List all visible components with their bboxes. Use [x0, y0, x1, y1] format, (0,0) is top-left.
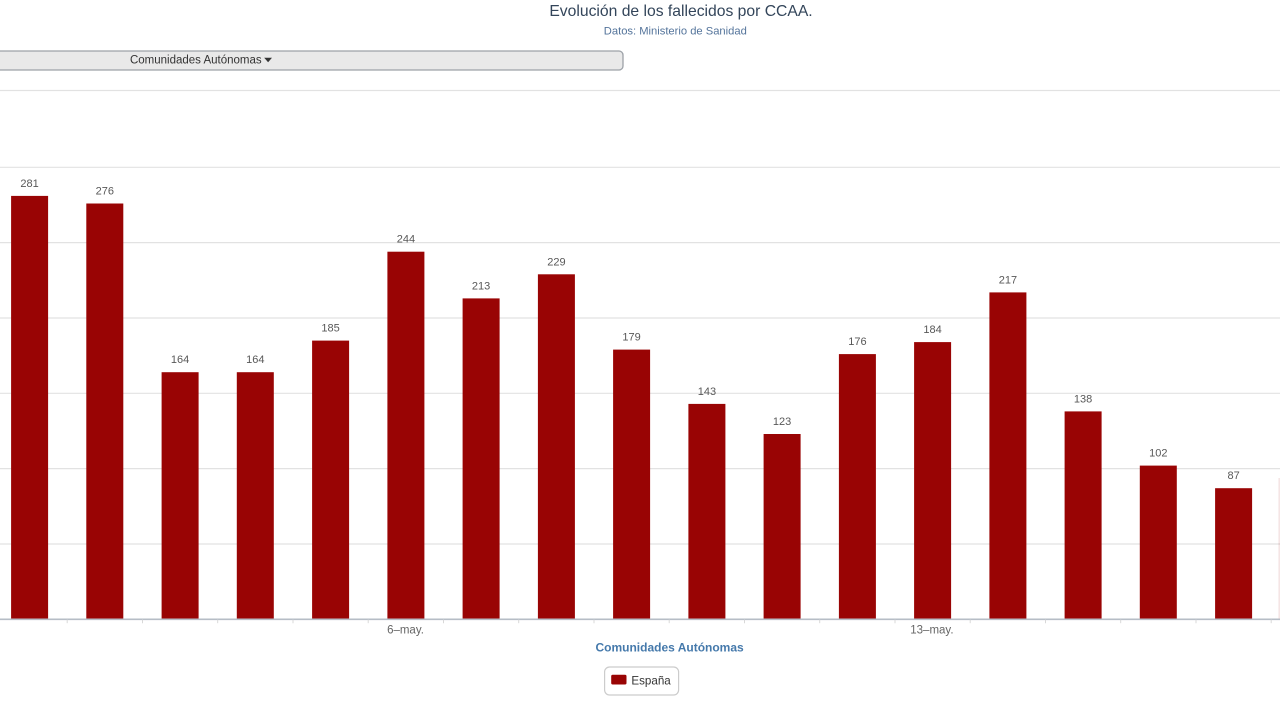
svg-text:Datos: Ministerio de Sanidad: Datos: Ministerio de Sanidad	[604, 26, 747, 38]
svg-text:87: 87	[1227, 470, 1239, 482]
svg-text:España: España	[631, 674, 671, 687]
svg-text:Evolución de los fallecidos po: Evolución de los fallecidos por CCAA.	[549, 3, 812, 20]
svg-text:184: 184	[923, 324, 941, 336]
svg-text:213: 213	[472, 280, 490, 292]
svg-text:229: 229	[547, 256, 565, 268]
svg-text:Comunidades Autónomas: Comunidades Autónomas	[595, 641, 744, 655]
svg-text:244: 244	[397, 234, 415, 246]
svg-text:164: 164	[171, 354, 189, 366]
svg-text:102: 102	[1149, 448, 1167, 460]
svg-text:164: 164	[246, 354, 264, 366]
svg-text:13–may.: 13–may.	[910, 625, 953, 637]
svg-text:276: 276	[96, 186, 114, 198]
svg-text:123: 123	[773, 416, 791, 428]
svg-text:176: 176	[848, 336, 866, 348]
svg-text:Comunidades Autónomas: Comunidades Autónomas	[130, 55, 262, 67]
svg-text:185: 185	[321, 323, 339, 335]
svg-text:179: 179	[622, 332, 640, 344]
svg-text:217: 217	[999, 274, 1017, 286]
svg-text:6–may.: 6–may.	[387, 625, 424, 637]
svg-text:143: 143	[698, 386, 716, 398]
svg-text:281: 281	[20, 178, 38, 190]
svg-text:138: 138	[1074, 393, 1092, 405]
